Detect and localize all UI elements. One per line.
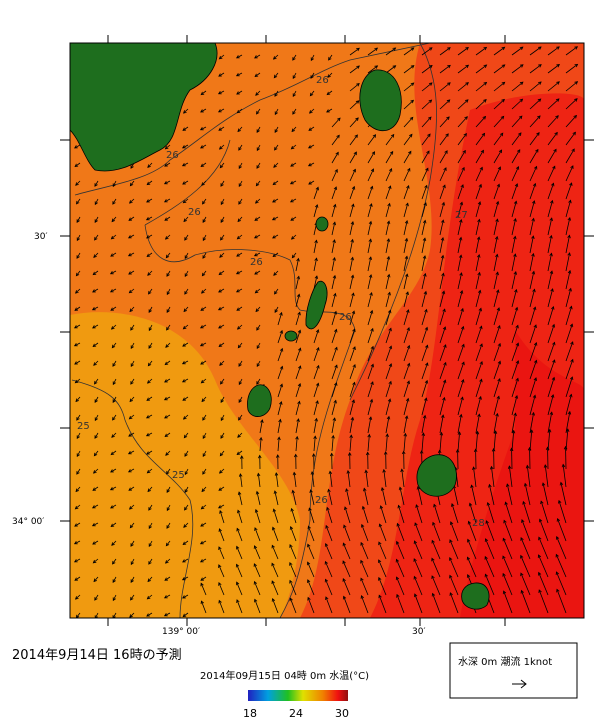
title: 2014年9月14日 16時の予測 [12, 648, 182, 663]
legend-box [450, 643, 577, 698]
colorbar [248, 690, 348, 701]
contour-label: 26 [188, 207, 201, 218]
colorbar-tick-label: 30 [335, 707, 349, 720]
map-area: 26 26 26 26 26 26 25 25 27 28 [70, 43, 584, 618]
contour-label: 28 [472, 518, 485, 529]
contour-label: 26 [339, 312, 352, 323]
colorbar-caption: 2014年09月15日 04時 0m 水温(°C) [200, 669, 369, 682]
island [285, 331, 297, 341]
contour-label: 27 [455, 210, 468, 221]
legend-text: 水深 0m 潮流 1knot [458, 655, 552, 668]
lat-label: 30′ [34, 232, 48, 242]
contour-label: 25 [172, 470, 185, 481]
lat-label: 34° 00′ [12, 517, 44, 527]
island [316, 217, 328, 231]
contour-label: 25 [77, 421, 90, 432]
contour-label: 26 [250, 257, 263, 268]
contour-label: 26 [166, 150, 179, 161]
lon-label: 139° 00′ [162, 627, 200, 637]
colorbar-ticks: 18 24 30 [243, 707, 349, 720]
contour-label: 26 [315, 495, 328, 506]
island [360, 70, 401, 131]
colorbar-tick-label: 24 [289, 707, 303, 720]
lon-label: 30′ [412, 627, 426, 637]
island [462, 583, 489, 609]
contour-label: 26 [316, 75, 329, 86]
colorbar-tick-label: 18 [243, 707, 257, 720]
